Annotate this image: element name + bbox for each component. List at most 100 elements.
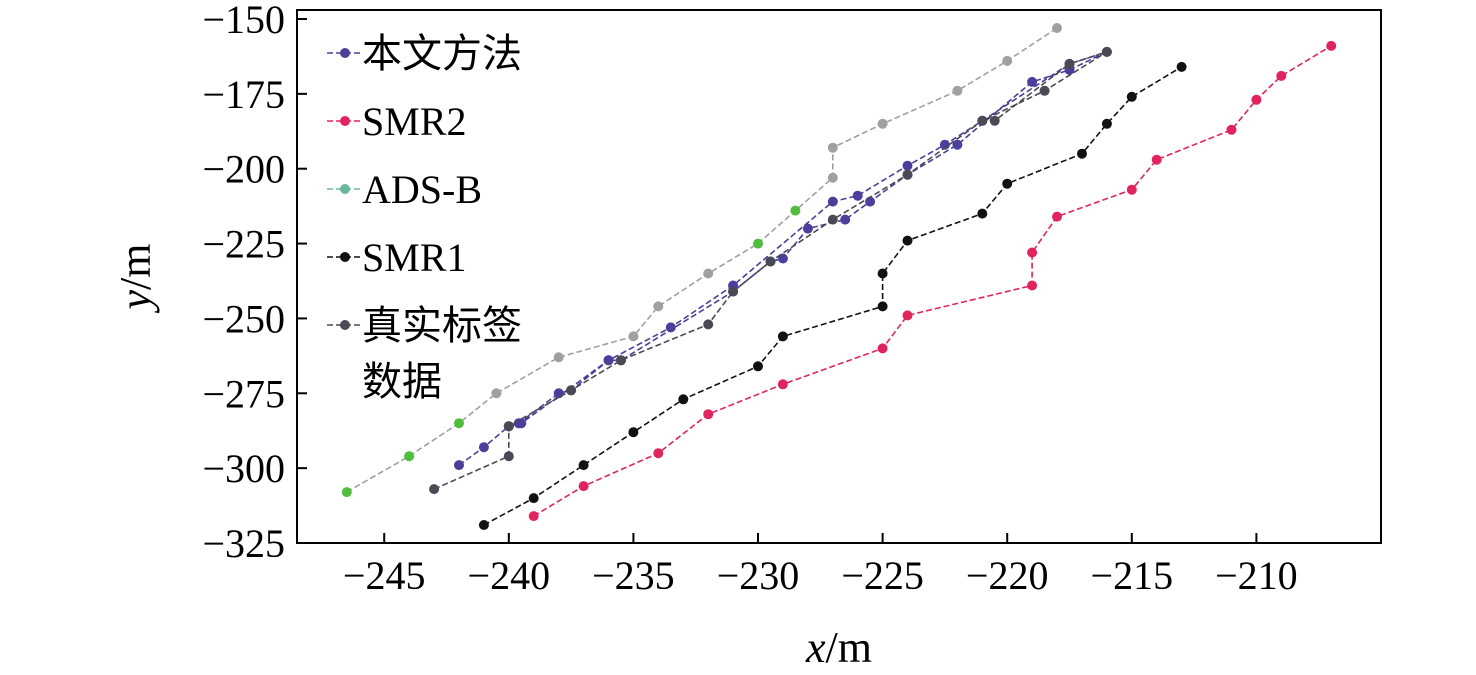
series-layer [341, 23, 1337, 530]
data-point [877, 301, 888, 312]
data-point [827, 214, 838, 225]
data-point [578, 481, 589, 492]
data-point [989, 115, 1000, 126]
data-point [840, 214, 851, 225]
data-point [503, 451, 514, 462]
data-point [553, 352, 564, 363]
data-point [478, 442, 489, 453]
series-3 [478, 61, 1187, 530]
data-point [1326, 40, 1337, 51]
y-tick-label: −300 [202, 446, 285, 491]
data-point [1101, 118, 1112, 129]
data-point [703, 409, 714, 420]
data-point [341, 487, 352, 498]
legend-marker [340, 48, 350, 58]
legend-label: ADS-B [362, 167, 482, 212]
series-1 [454, 46, 1112, 471]
data-point [1052, 211, 1062, 222]
data-point [952, 85, 963, 96]
data-point [628, 331, 639, 342]
legend-label: 本文方法 [362, 31, 522, 77]
x-axis-label: x/m [805, 623, 872, 672]
legend-item: 本文方法 [327, 31, 522, 77]
legend-item: SMR2 [327, 99, 467, 144]
data-point [827, 196, 838, 207]
legend-label: 真实标签 [362, 303, 522, 349]
data-point [1251, 94, 1262, 105]
data-point [1151, 154, 1162, 165]
data-point [977, 115, 988, 126]
y-tick-label: −175 [202, 72, 285, 117]
x-axis-var: x [805, 623, 826, 672]
data-point [1077, 148, 1087, 159]
data-point [827, 172, 838, 183]
series-4 [528, 40, 1337, 522]
data-point [528, 511, 539, 522]
data-point [503, 421, 514, 432]
x-tick-label: −215 [1091, 553, 1174, 598]
x-tick-label: −225 [841, 553, 924, 598]
data-point [1027, 247, 1038, 258]
legend-marker [340, 252, 350, 262]
y-axis-label: y/m [111, 244, 160, 314]
legend-marker [340, 116, 350, 126]
y-tick-label: −225 [202, 222, 285, 267]
data-point [491, 388, 502, 399]
data-point [902, 310, 913, 321]
plot-frame [296, 9, 1382, 544]
data-point [1276, 70, 1287, 81]
legend-label-line2: 数据 [362, 359, 442, 405]
data-point [1039, 85, 1050, 96]
y-tick-label: −150 [202, 0, 285, 42]
data-point [628, 427, 639, 438]
data-point [454, 418, 464, 429]
data-point [553, 388, 564, 399]
y-tick-label: −325 [202, 521, 285, 566]
series-line [483, 66, 1183, 526]
data-point [1126, 184, 1137, 195]
data-point [777, 331, 788, 342]
data-point [977, 208, 988, 219]
data-point [1064, 58, 1075, 69]
legend-label: SMR2 [362, 99, 467, 144]
data-point [1002, 55, 1013, 66]
y-tick-label: −275 [202, 371, 285, 416]
data-point [777, 253, 788, 264]
series-line [533, 45, 1332, 517]
data-point [404, 451, 415, 462]
data-point [1027, 280, 1038, 291]
y-axis-unit: /m [111, 244, 160, 290]
x-tick-label: −230 [717, 553, 800, 598]
x-axis-unit: /m [826, 623, 872, 672]
legend-label: SMR1 [362, 235, 467, 280]
data-point [665, 322, 676, 333]
data-point [902, 160, 913, 171]
data-point [777, 379, 788, 390]
data-point [902, 235, 913, 246]
data-point [616, 355, 626, 366]
data-point [678, 394, 689, 405]
data-point [877, 118, 888, 129]
y-axis-var: y [111, 289, 160, 313]
data-point [1052, 23, 1062, 33]
x-tick-label: −245 [343, 553, 426, 598]
data-point [827, 142, 838, 153]
legend-marker [340, 184, 350, 194]
data-point [1101, 46, 1112, 57]
data-point [703, 319, 714, 330]
data-point [1126, 91, 1137, 102]
legend-marker [340, 320, 350, 330]
data-point [603, 355, 614, 366]
data-point [728, 286, 739, 297]
x-tick-label: −235 [592, 553, 675, 598]
data-point [1176, 61, 1187, 72]
data-point [790, 205, 801, 216]
data-point [528, 493, 539, 504]
data-point [753, 238, 763, 249]
series-2 [429, 46, 1112, 495]
data-point [454, 460, 464, 471]
legend-item: ADS-B [327, 167, 482, 212]
